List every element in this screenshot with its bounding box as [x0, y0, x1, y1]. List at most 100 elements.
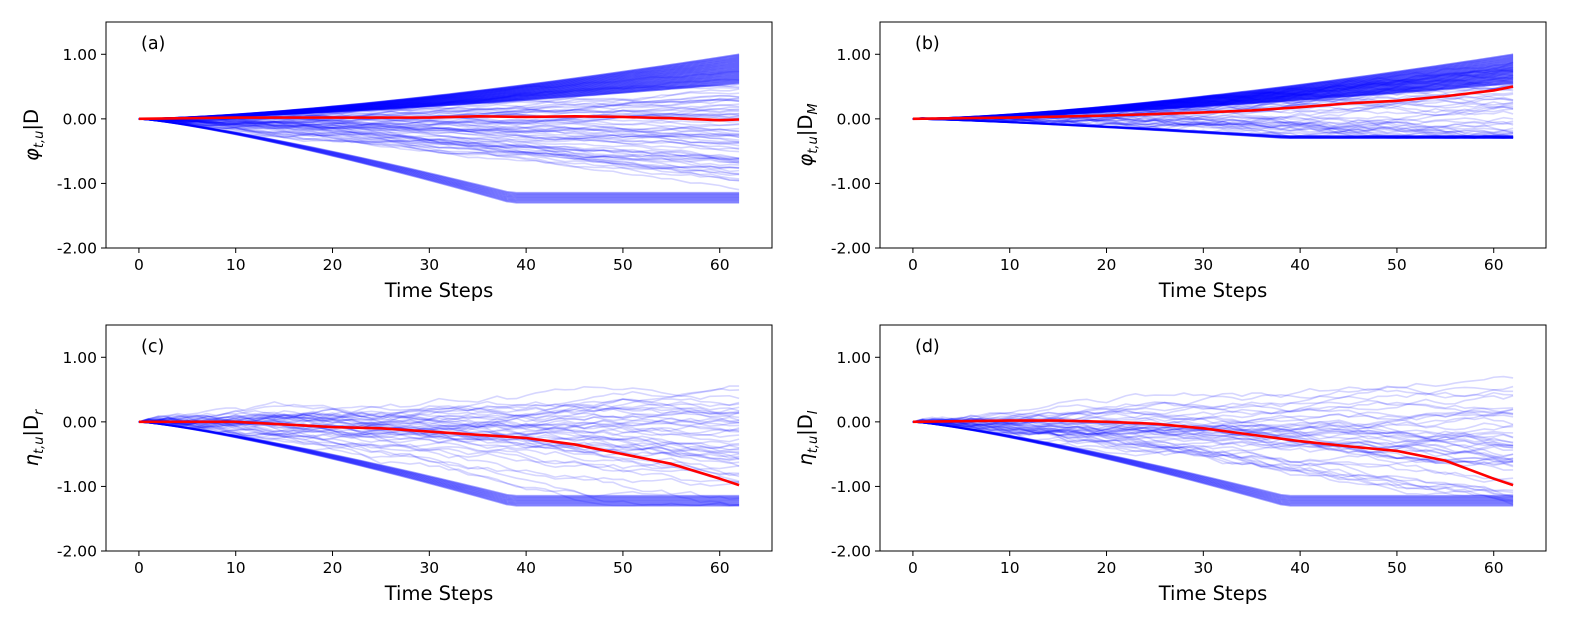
simulation-path [138, 417, 740, 461]
simulation-path-floor [912, 118, 1514, 138]
simulation-path-envelope [912, 71, 1514, 120]
simulation-path [912, 117, 1514, 139]
simulation-path [138, 416, 740, 437]
simulation-path-envelope [912, 72, 1514, 120]
simulation-path [912, 61, 1514, 120]
simulation-path-floor [912, 421, 1514, 500]
simulation-path [138, 387, 740, 425]
simulation-path-envelope [912, 63, 1514, 120]
simulation-path-floor [138, 118, 740, 196]
x-tick-label: 30 [1193, 256, 1213, 274]
simulation-path [912, 80, 1514, 121]
simulation-path-envelope [912, 59, 1514, 120]
simulation-path [912, 418, 1514, 449]
simulation-path [138, 118, 740, 150]
simulation-path [912, 421, 1514, 502]
simulation-path [912, 408, 1514, 427]
simulation-path [138, 403, 740, 432]
simulation-path-envelope [138, 62, 740, 120]
simulation-path [912, 421, 1514, 471]
simulation-path-envelope [138, 64, 740, 120]
y-axis-label: ηt,u|Dr [20, 408, 47, 466]
y-tick-label: 1.00 [836, 46, 871, 64]
simulation-path-envelope [912, 80, 1514, 120]
simulation-path [138, 398, 740, 429]
simulation-path-floor [912, 421, 1514, 503]
y-axis-label: φt,u|DM [794, 103, 821, 166]
simulation-path-envelope [912, 66, 1514, 120]
simulation-path [138, 421, 740, 507]
simulation-path [912, 113, 1514, 139]
simulation-path [912, 95, 1514, 120]
simulation-path-envelope [138, 59, 740, 120]
simulation-path-floor [138, 421, 740, 499]
simulation-path-envelope [912, 60, 1514, 120]
simulation-path-floor [912, 421, 1514, 501]
simulation-path-envelope [138, 76, 740, 120]
simulation-path-envelope [912, 68, 1514, 120]
simulation-path-floor [138, 421, 740, 500]
simulation-path-envelope [138, 70, 740, 120]
simulation-path-envelope [912, 64, 1514, 120]
y-tick-label: 0.00 [836, 110, 871, 128]
simulation-path [138, 117, 740, 134]
y-axis-label: φt,u|D [20, 109, 47, 161]
simulation-path-envelope [912, 67, 1514, 120]
simulation-path [912, 419, 1514, 431]
x-tick-label: 50 [613, 256, 633, 274]
simulation-path [138, 118, 740, 167]
simulation-path [138, 118, 740, 137]
simulation-path [912, 411, 1514, 437]
simulation-path [138, 118, 740, 165]
simulation-path [912, 110, 1514, 125]
simulation-path-floor [138, 421, 740, 502]
simulation-path-envelope [912, 76, 1514, 120]
simulation-path [912, 70, 1514, 121]
x-tick-label: 20 [323, 256, 343, 274]
y-tick-label: -2.00 [57, 543, 97, 561]
simulation-path [138, 117, 740, 182]
simulation-path-envelope [138, 56, 740, 120]
y-tick-label: 0.00 [62, 110, 97, 128]
simulation-path-envelope [138, 67, 740, 120]
simulation-path [138, 401, 740, 425]
simulation-path-floor [138, 118, 740, 195]
simulation-path [138, 118, 740, 160]
simulation-path-envelope [912, 74, 1514, 120]
simulation-path [912, 416, 1514, 444]
x-tick-label: 10 [226, 256, 246, 274]
simulation-path [138, 118, 740, 170]
simulation-path-envelope [912, 58, 1514, 120]
x-tick-label: 40 [1290, 559, 1310, 577]
mean-line [912, 85, 1514, 121]
simulation-path [912, 419, 1514, 497]
simulation-path [138, 118, 740, 162]
simulation-path [138, 417, 740, 470]
simulation-path [138, 413, 740, 458]
simulation-path-envelope [138, 80, 740, 120]
simulation-path-floor [912, 118, 1514, 139]
simulation-path [138, 414, 740, 428]
simulation-path [912, 74, 1514, 120]
simulation-path-envelope [138, 66, 740, 120]
simulation-path [138, 117, 740, 159]
y-tick-label: -1.00 [57, 478, 97, 496]
simulation-path [912, 68, 1514, 120]
simulation-path [138, 419, 740, 507]
simulation-path-envelope [912, 69, 1514, 120]
simulation-path-envelope [138, 53, 740, 120]
simulation-path [138, 118, 740, 135]
simulation-path [912, 76, 1514, 124]
simulation-path [138, 117, 740, 153]
simulation-path [138, 406, 740, 423]
simulation-path-floor [138, 421, 740, 504]
simulation-path-floor [912, 421, 1514, 504]
mean-line [138, 114, 740, 122]
simulation-path-envelope [138, 58, 740, 120]
simulation-path-envelope [912, 70, 1514, 120]
simulation-path [138, 420, 740, 487]
simulation-path-floor [912, 118, 1514, 137]
simulation-path-envelope [138, 72, 740, 120]
x-tick-label: 10 [1000, 256, 1020, 274]
simulation-path-envelope [138, 54, 740, 120]
